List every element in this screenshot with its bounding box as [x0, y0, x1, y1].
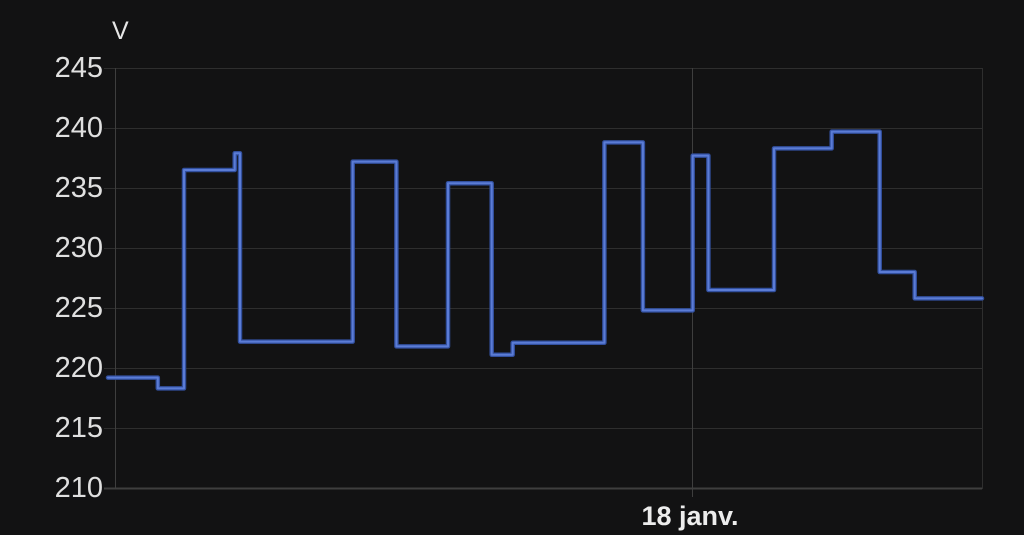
x-axis-tick-label: 18 janv.: [641, 501, 739, 531]
y-axis-tick-label-215: 215: [54, 412, 103, 444]
y-axis-tick-label-235: 235: [54, 172, 103, 204]
voltage-series-line: [107, 130, 983, 390]
y-axis-unit-label: V: [112, 17, 130, 45]
y-axis-tick-label-220: 220: [54, 352, 103, 384]
y-axis-tick-label-245: 245: [54, 52, 103, 84]
y-axis-tick-label-225: 225: [54, 292, 103, 324]
y-axis-tick-label-210: 210: [54, 472, 103, 504]
y-axis-tick-label-240: 240: [54, 112, 103, 144]
y-axis-tick-label-230: 230: [54, 232, 103, 264]
